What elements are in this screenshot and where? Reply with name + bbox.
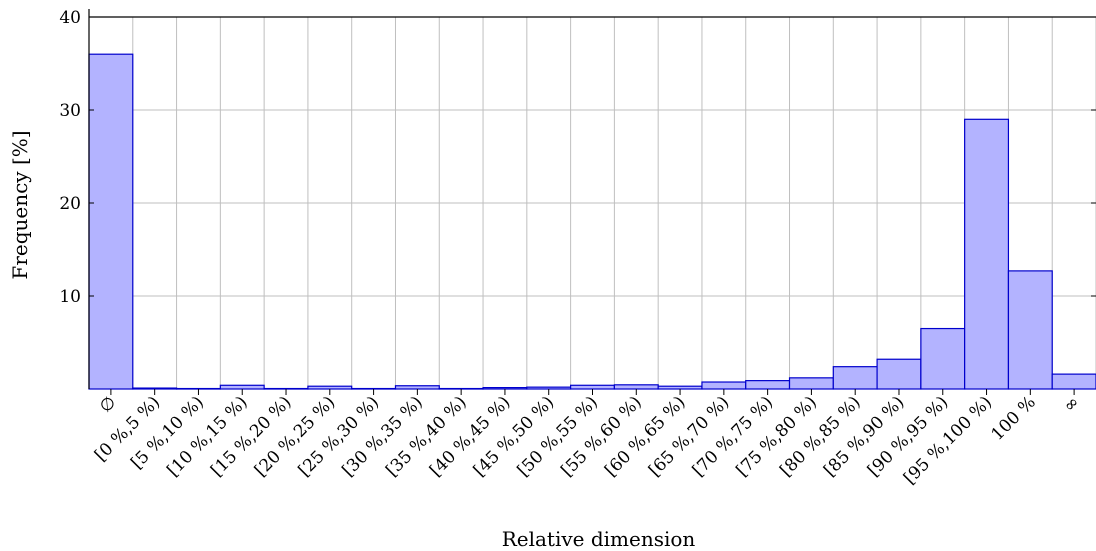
bar	[351, 387, 397, 390]
bar	[482, 387, 528, 390]
bar	[1051, 373, 1096, 390]
bar	[175, 387, 221, 390]
bar	[657, 385, 703, 390]
bar	[394, 385, 440, 390]
bar	[526, 386, 572, 390]
x-axis-title: Relative dimension	[502, 527, 696, 551]
bar	[701, 381, 747, 390]
bar	[132, 387, 178, 390]
bar	[438, 387, 484, 390]
x-tick-label: ∞	[1059, 392, 1083, 416]
bar	[88, 53, 134, 390]
bar	[219, 384, 265, 390]
y-axis-title: Frequency [%]	[8, 130, 32, 279]
bar	[832, 366, 878, 390]
bar	[745, 380, 791, 390]
bar	[788, 377, 834, 390]
axes	[88, 9, 1096, 395]
x-tick-label: 100 %	[988, 392, 1040, 444]
bar	[920, 327, 966, 390]
bar	[876, 358, 922, 390]
bar	[1007, 270, 1053, 390]
y-tick-label: 10	[59, 287, 81, 307]
y-tick-labels: 10 20 30 40	[59, 8, 81, 307]
bar	[613, 384, 659, 390]
bar	[570, 384, 615, 390]
bar	[263, 387, 309, 390]
bar	[964, 118, 1010, 390]
y-tick-label: 30	[59, 101, 81, 121]
bar	[307, 385, 353, 390]
y-tick-label: 40	[59, 8, 81, 28]
y-tick-label: 20	[59, 194, 81, 214]
x-tick-labels: ∅[0 %,5 %)[5 %,10 %)[10 %,15 %)[15 %,20 …	[91, 392, 1084, 488]
x-tick-label: ∅	[96, 392, 121, 417]
bars	[88, 53, 1096, 390]
